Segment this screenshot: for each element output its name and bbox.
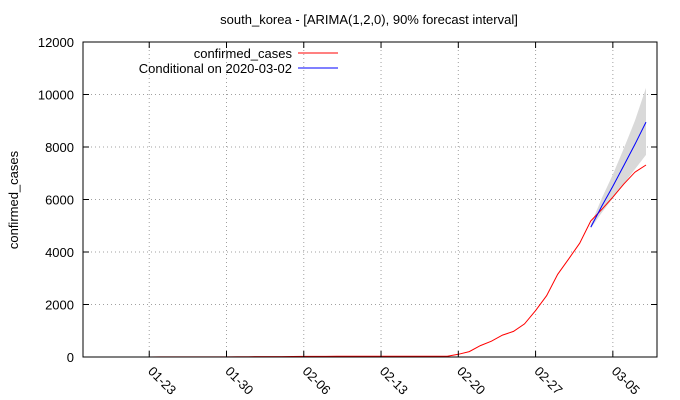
y-tick-label: 6000 [45, 193, 74, 208]
y-axis-ticks: 0 2000 4000 6000 8000 10000 12000 [38, 35, 657, 365]
legend-label-conditional: Conditional on 2020-03-02 [139, 61, 292, 76]
y-axis-label: confirmed_cases [6, 150, 21, 249]
y-tick-label: 2000 [45, 298, 74, 313]
chart-title: south_korea - [ARIMA(1,2,0), 90% forecas… [220, 12, 518, 27]
forecast-interval-area [590, 87, 646, 229]
series-line-conditional-forecast [590, 121, 647, 228]
y-tick-label: 12000 [38, 35, 74, 50]
legend: confirmed_cases Conditional on 2020-03-0… [139, 46, 338, 76]
y-tick-label: 0 [67, 350, 74, 365]
y-tick-label: 8000 [45, 140, 74, 155]
y-tick-label: 10000 [38, 88, 74, 103]
legend-label-confirmed-cases: confirmed_cases [194, 46, 293, 61]
y-tick-label: 4000 [45, 245, 74, 260]
grid-lines [83, 42, 657, 357]
forecast-interval-band [590, 87, 646, 229]
